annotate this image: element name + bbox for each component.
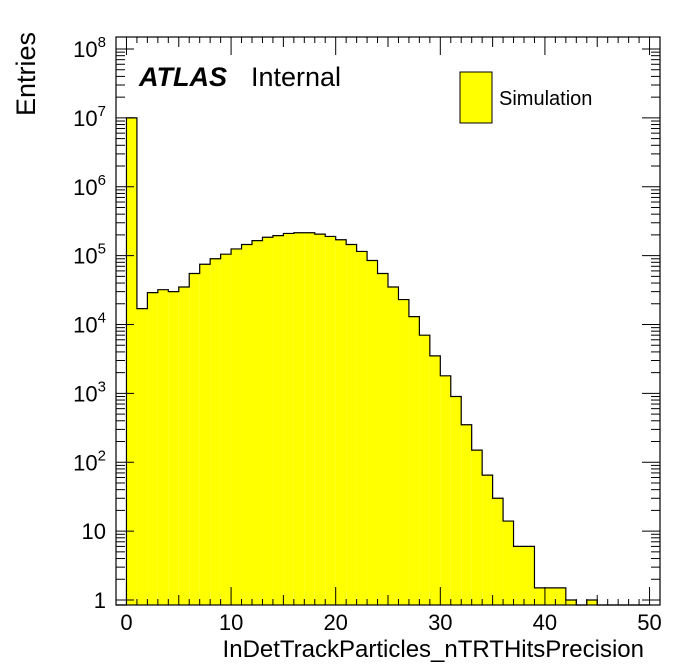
x-tick-label: 0 (120, 610, 132, 635)
histogram-bin (189, 273, 200, 605)
histogram-bin (482, 475, 493, 605)
histogram-bin (492, 498, 504, 605)
histogram-bin (586, 600, 598, 605)
histogram-bin (398, 299, 409, 605)
histogram-bin (565, 600, 577, 605)
histogram-bin (178, 287, 190, 605)
x-tick-label: 40 (533, 610, 557, 635)
histogram-bin (356, 251, 368, 605)
histogram-outline (116, 117, 650, 606)
histogram-bin (293, 232, 305, 605)
histogram-bin (534, 587, 545, 605)
legend-label: Simulation (499, 88, 592, 110)
x-tick-label: 10 (219, 610, 243, 635)
y-tick-label: 1 (94, 588, 106, 613)
histogram-bin (408, 316, 420, 605)
histogram-bin (419, 335, 430, 605)
histogram-bin (283, 233, 294, 606)
histogram-bin (304, 232, 315, 605)
histogram-bin (231, 248, 242, 605)
histogram-bin (136, 308, 148, 605)
histogram-bin (388, 287, 399, 605)
y-tick-label: 106 (73, 172, 106, 200)
histogram-bin (377, 273, 388, 605)
y-tick-label: 107 (73, 103, 106, 131)
histogram-bin (168, 291, 179, 605)
y-tick-label: 102 (73, 447, 106, 475)
histogram-bin (440, 375, 451, 605)
axis-ticks: 0 10 20 30 40 50 1 10 102 103 104 105 106 107 108 (73, 34, 662, 635)
histogram-bin (513, 546, 524, 605)
histogram-bin (220, 254, 232, 605)
y-tick-label: 10 (82, 519, 106, 544)
histogram-bin (157, 289, 169, 605)
histogram-bin (126, 117, 137, 605)
y-axis-label: Entries (11, 32, 41, 116)
histogram-bin (503, 521, 514, 605)
y-tick-label: 108 (73, 34, 106, 62)
histogram-bin (199, 264, 211, 605)
histogram-bin (544, 587, 556, 605)
histogram-bin (471, 450, 483, 605)
histogram-bin (262, 237, 273, 605)
x-tick-label: 50 (637, 610, 661, 635)
histogram-bin (367, 260, 378, 605)
histogram-bin (346, 244, 357, 605)
internal-label: Internal (251, 62, 341, 92)
histogram-bin (325, 236, 336, 605)
x-tick-label: 20 (323, 610, 347, 635)
legend: Simulation (459, 71, 592, 124)
histogram-bin (272, 235, 284, 605)
x-axis-label: InDetTrackParticles_nTRTHitsPrecision (223, 636, 644, 663)
legend-swatch (459, 71, 493, 124)
histogram-bin (252, 240, 263, 605)
histogram-bars (116, 117, 650, 606)
y-tick-label: 103 (73, 378, 106, 406)
histogram-bin (335, 239, 347, 606)
atlas-label: ATLAS (138, 62, 227, 92)
x-tick-label: 30 (428, 610, 452, 635)
histogram-bin (314, 234, 326, 605)
histogram-bin (524, 546, 535, 605)
histogram-bin (210, 258, 221, 605)
histogram-bin (241, 244, 252, 605)
y-tick-label: 104 (73, 310, 106, 338)
histogram-bin (461, 424, 472, 605)
histogram-bin (429, 355, 441, 605)
histogram-bin (555, 587, 566, 605)
y-tick-label: 105 (73, 241, 106, 269)
histogram-bin (147, 292, 158, 605)
histogram-bin (450, 396, 462, 605)
